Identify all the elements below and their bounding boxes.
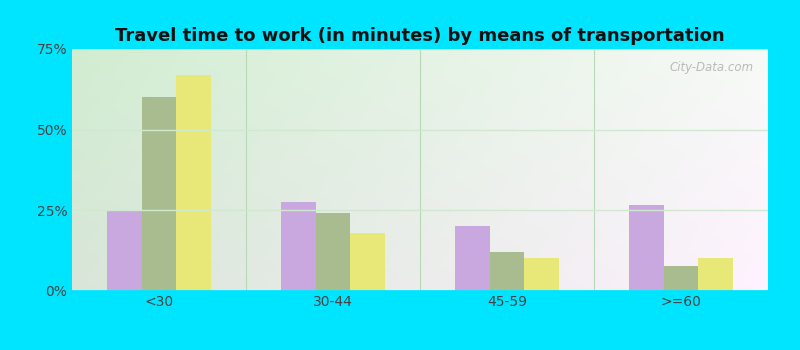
- Bar: [454, 226, 490, 290]
- Bar: [629, 205, 664, 290]
- Bar: [106, 210, 142, 290]
- Bar: [176, 75, 211, 290]
- Bar: [350, 232, 386, 290]
- Bar: [525, 258, 559, 290]
- Bar: [281, 202, 315, 290]
- Bar: [663, 266, 698, 290]
- Bar: [490, 252, 525, 290]
- Title: Travel time to work (in minutes) by means of transportation: Travel time to work (in minutes) by mean…: [115, 27, 725, 45]
- Bar: [142, 97, 176, 290]
- Text: City-Data.com: City-Data.com: [670, 61, 754, 74]
- Bar: [698, 258, 734, 290]
- Bar: [315, 213, 350, 290]
